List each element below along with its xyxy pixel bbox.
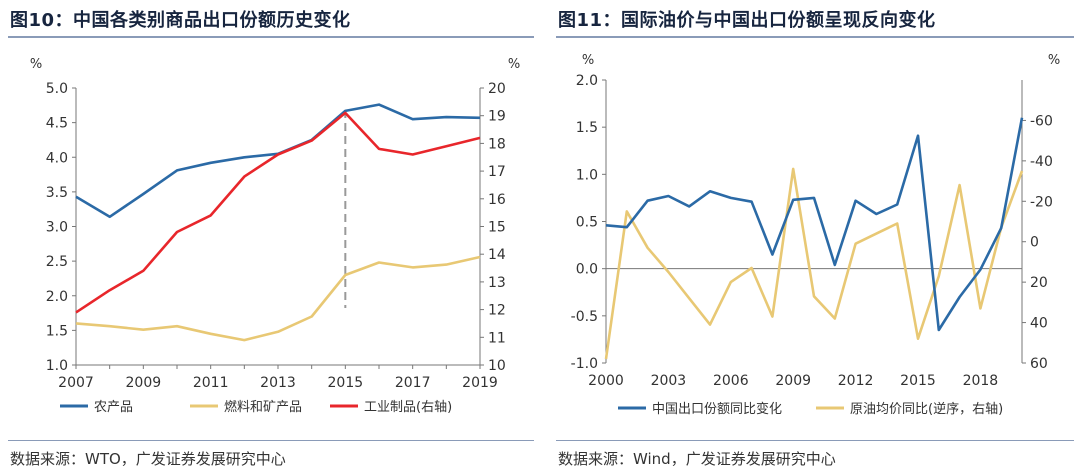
x-tick-label: 2011 <box>193 375 229 391</box>
x-tick-label: 2019 <box>462 375 498 391</box>
x-tick-label: 2006 <box>713 373 749 389</box>
legend-label-1: 农产品 <box>94 400 133 415</box>
right-y-tick-label: 60 <box>1030 356 1048 372</box>
series-line-2 <box>75 255 481 342</box>
right-y-tick-label: 20 <box>1030 275 1048 291</box>
left-y-tick-label: 1.5 <box>46 323 68 339</box>
left-y-tick-label: 0.0 <box>576 262 598 278</box>
x-tick-label: 2003 <box>651 373 687 389</box>
right-y-tick-label: 0 <box>1030 235 1039 251</box>
left-y-unit-label: % <box>582 53 594 68</box>
right-y-tick-label: 19 <box>488 109 506 125</box>
right-y-tick-label: 10 <box>488 358 506 374</box>
left-y-tick-label: 4.0 <box>46 150 68 166</box>
left-chart-title: 图10：中国各类别商品出口份额历史变化 <box>10 10 351 31</box>
x-tick-label: 2007 <box>58 375 94 391</box>
left-y-tick-label: 3.0 <box>46 220 68 236</box>
right-y-unit-label: % <box>1048 53 1060 68</box>
left-source-note: 数据来源：WTO，广发证券发展研究中心 <box>10 450 286 468</box>
series-line-1 <box>605 117 1024 332</box>
right-y-tick-label: -40 <box>1030 154 1053 170</box>
left-chart: % % 1.0 1.5 2.0 2.5 3.0 3.5 4.0 4.5 5.0 10 11 12 13 14 1… <box>30 57 520 415</box>
right-y-unit-label: % <box>508 57 520 72</box>
x-tick-label: 2012 <box>838 373 874 389</box>
right-source-divider <box>556 440 1074 441</box>
left-chart-panel: 图10：中国各类别商品出口份额历史变化 %% 1.0 1.5 2.0 2.5 3.0 3.5… <box>8 10 534 468</box>
right-y-tick-label: 17 <box>488 164 506 180</box>
left-title-divider <box>8 36 534 38</box>
series-line-3 <box>75 111 481 314</box>
left-y-tick-label: 4.5 <box>46 116 68 132</box>
x-tick-label: 2013 <box>260 375 296 391</box>
left-y-tick-label: -1.0 <box>571 356 598 372</box>
x-tick-label: 2015 <box>900 373 936 389</box>
x-tick-label: 2017 <box>395 375 431 391</box>
x-tick-label: 2018 <box>963 373 999 389</box>
right-source-note: 数据来源：Wind，广发证券发展研究中心 <box>558 450 836 468</box>
series-line-1 <box>75 103 481 219</box>
right-y-tick-label: 11 <box>488 330 506 346</box>
right-y-tick-label: 12 <box>488 303 506 319</box>
x-tick-label: 2000 <box>588 373 624 389</box>
right-y-tick-label: 13 <box>488 275 506 291</box>
right-chart-panel: 图11：国际油价与中国出口份额呈现反向变化 %% -1.0 -0.5 0.0 0.5 1.… <box>548 0 1080 472</box>
left-y-tick-label: 5.0 <box>46 81 68 97</box>
x-tick-label: 2009 <box>775 373 811 389</box>
left-y-tick-label: -0.5 <box>571 309 598 325</box>
right-y-tick-label: -20 <box>1030 194 1053 210</box>
left-y-tick-label: 0.5 <box>576 215 598 231</box>
left-y-tick-label: 2.0 <box>46 289 68 305</box>
left-y-tick-label: 1.0 <box>46 358 68 374</box>
left-y-tick-label: 3.5 <box>46 185 68 201</box>
legend-label-2: 燃料和矿产品 <box>224 399 302 415</box>
right-chart: % % -1.0 -0.5 0.0 0.5 1.0 1.5 2.0 60 40 20 0 -20 -40 -6… <box>571 53 1061 417</box>
right-title-divider <box>556 36 1074 38</box>
right-y-tick-label: -60 <box>1030 113 1053 129</box>
right-chart-title: 图11：国际油价与中国出口份额呈现反向变化 <box>558 10 936 31</box>
left-y-tick-label: 1.0 <box>576 167 598 183</box>
right-y-tick-label: 14 <box>488 247 506 263</box>
right-y-tick-label: 18 <box>488 136 506 152</box>
left-source-divider <box>8 440 534 441</box>
left-y-tick-label: 2.5 <box>46 254 68 270</box>
legend-label-2: 原油均价同比(逆序，右轴) <box>850 401 1003 417</box>
x-tick-label: 2009 <box>126 375 162 391</box>
right-y-tick-label: 15 <box>488 220 506 236</box>
left-y-unit-label: % <box>30 57 42 72</box>
right-y-tick-label: 16 <box>488 192 506 208</box>
series-line-2 <box>604 167 1024 360</box>
left-y-tick-label: 1.5 <box>576 120 598 136</box>
x-tick-label: 2015 <box>328 375 364 391</box>
right-y-tick-label: 20 <box>488 81 506 97</box>
left-y-tick-label: 2.0 <box>576 73 598 89</box>
right-y-tick-label: 40 <box>1030 316 1048 332</box>
legend-label-1: 中国出口份额同比变化 <box>652 401 782 417</box>
legend-label-3: 工业制品(右轴) <box>364 400 452 415</box>
